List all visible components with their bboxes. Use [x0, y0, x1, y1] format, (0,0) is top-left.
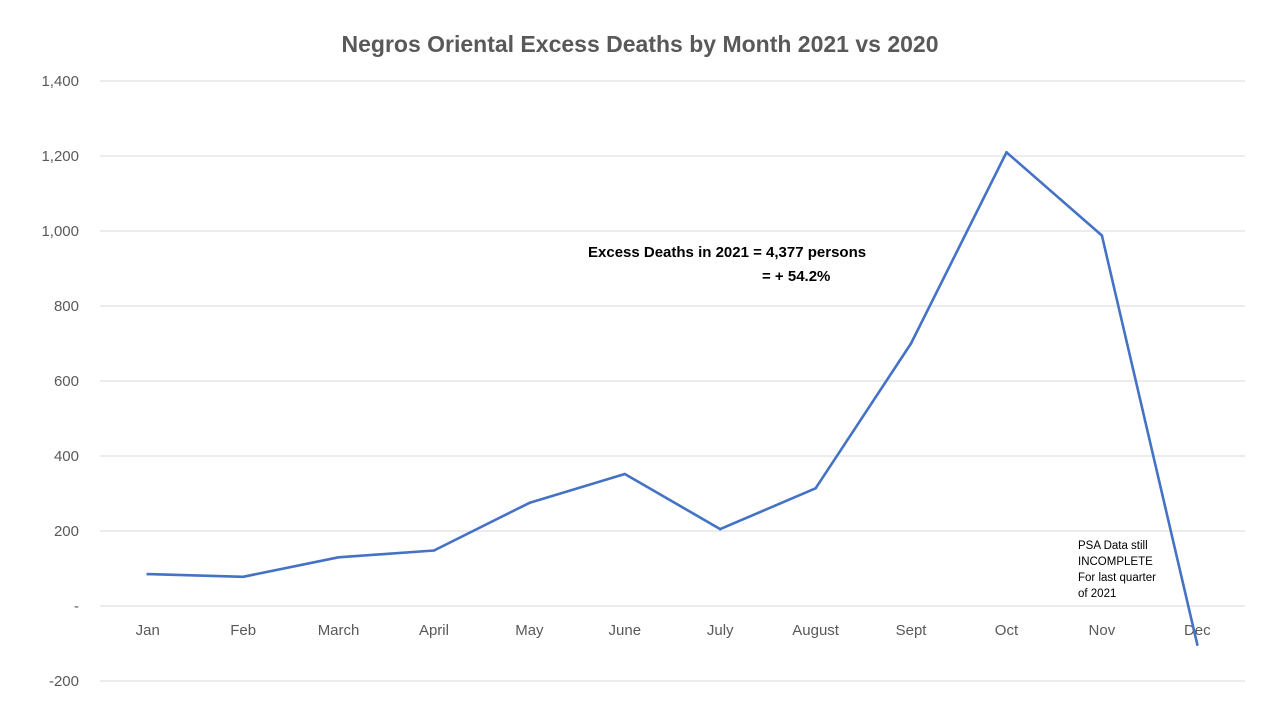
series-layer — [146, 150, 1199, 646]
incomplete-data-note: PSA Data still INCOMPLETE For last quarter… — [1078, 540, 1156, 600]
x-tick-label: Dec — [1184, 622, 1211, 639]
x-axis-tick-labels: Jan Feb March April May June July August Sept Oct… — [136, 622, 1212, 639]
data-point — [1100, 234, 1104, 237]
x-tick-label: March — [318, 622, 360, 639]
x-tick-label: Sept — [896, 622, 928, 639]
data-point — [432, 549, 436, 552]
data-point — [623, 472, 627, 476]
x-tick-label: Nov — [1089, 622, 1116, 639]
note-line: INCOMPLETE — [1078, 556, 1153, 568]
data-point — [814, 486, 817, 490]
summary-annotation-line1: Excess Deaths in 2021 = 4,377 persons — [588, 244, 866, 261]
data-point — [1195, 643, 1199, 646]
note-line: For last quarter — [1078, 572, 1156, 584]
y-tick-label: 200 — [54, 523, 79, 540]
data-point — [1005, 150, 1008, 154]
series-line — [146, 151, 1199, 646]
y-tick-label: 800 — [54, 298, 79, 315]
annotations: Excess Deaths in 2021 = 4,377 persons = … — [588, 244, 1156, 600]
data-point — [528, 501, 531, 505]
y-tick-label: -200 — [49, 673, 79, 690]
summary-annotation-line2: = + 54.2% — [762, 268, 830, 285]
data-point — [241, 575, 245, 579]
x-tick-label: May — [515, 622, 544, 639]
x-tick-label: Feb — [230, 622, 256, 639]
y-tick-label: 1,200 — [41, 148, 79, 165]
y-tick-label: 600 — [54, 373, 79, 390]
chart-title: Negros Oriental Excess Deaths by Month 2… — [342, 31, 939, 57]
y-tick-label: 1,400 — [41, 73, 79, 90]
y-tick-label: 400 — [54, 448, 79, 465]
data-point — [146, 572, 150, 576]
data-point — [718, 527, 722, 531]
x-tick-label: Jan — [136, 622, 160, 639]
note-line: of 2021 — [1078, 588, 1116, 600]
data-point — [909, 342, 913, 345]
x-tick-label: April — [419, 622, 449, 639]
y-tick-label: 1,000 — [41, 223, 79, 240]
note-line: PSA Data still — [1078, 540, 1148, 552]
gridlines — [100, 80, 1245, 682]
x-tick-label: June — [609, 622, 642, 639]
x-tick-label: August — [792, 622, 840, 639]
data-point — [337, 555, 340, 559]
x-tick-label: Oct — [995, 622, 1019, 639]
x-tick-label: July — [707, 622, 734, 639]
y-tick-label: - — [74, 598, 79, 615]
